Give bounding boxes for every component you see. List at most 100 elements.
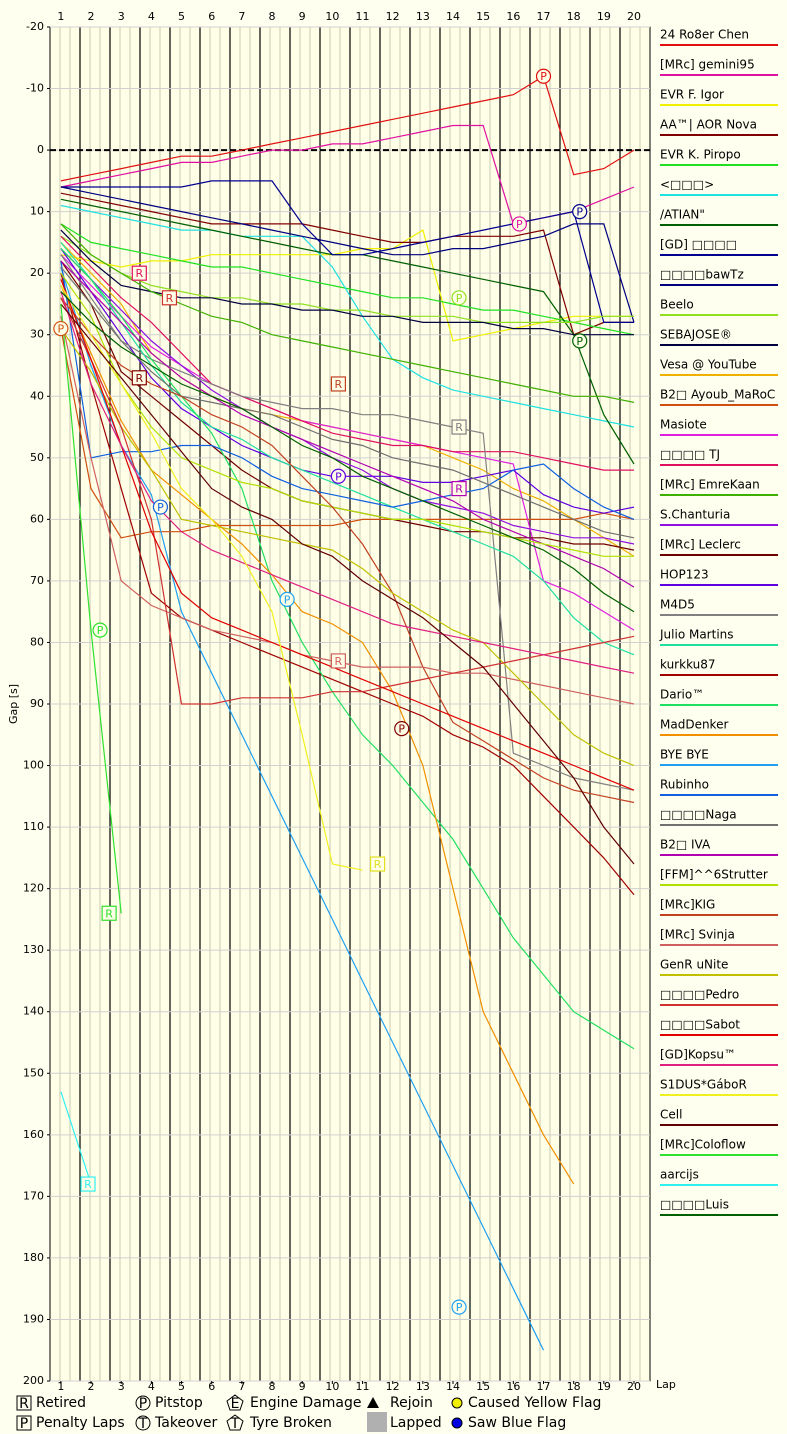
marker-label: R (455, 483, 463, 496)
y-tick-label: 200 (23, 1374, 44, 1387)
x-tick-label: 6 (208, 1380, 215, 1393)
x-tick-label: 20 (627, 1380, 641, 1393)
marker-label: R (135, 267, 143, 280)
y-tick-label: 0 (37, 143, 44, 156)
x-tick-label: 10 (325, 1380, 339, 1393)
marker (451, 1299, 467, 1315)
marker-label: R (455, 421, 463, 434)
y-tick-label: 190 (23, 1312, 44, 1325)
x-axis-label: Lap (656, 1378, 676, 1391)
legend-label: [GD]Kopsu™ (660, 1048, 736, 1062)
marker (101, 905, 117, 921)
legend-label: [MRc]Coloflow (660, 1138, 746, 1152)
marker-label: P (576, 335, 583, 348)
marker (131, 265, 147, 281)
marker (279, 591, 295, 607)
icon (135, 1395, 151, 1411)
marker-label: P (576, 206, 583, 219)
y-tick-label: 170 (23, 1189, 44, 1202)
marker (161, 290, 178, 306)
marker (131, 370, 147, 386)
symbol-legend: R Retired P Pitstop E Engine Damage Rejo… (16, 1394, 601, 1432)
legend-label: Rubinho (660, 778, 709, 792)
icon (226, 1414, 244, 1431)
icon (226, 1394, 244, 1411)
legend-label: Pitstop (155, 1395, 203, 1411)
legend-label: EVR K. Piropo (660, 148, 741, 162)
y-tick-label: 110 (23, 820, 44, 833)
marker (394, 721, 410, 737)
y-tick-label: 90 (30, 697, 44, 710)
marker (80, 1176, 96, 1192)
x-tick-label: 8 (269, 10, 276, 23)
series-line (60, 285, 363, 871)
legend-label: AA™| AOR Nova (660, 118, 757, 132)
legend-label: □□□□Pedro (660, 988, 739, 1002)
y-tick-label: 80 (30, 635, 44, 648)
marker (370, 856, 386, 872)
legend-label: [MRc] gemini95 (660, 58, 755, 72)
series-line (60, 316, 635, 705)
x-tick-label: 3 (118, 10, 125, 23)
series-line (60, 266, 635, 539)
series-line (60, 303, 122, 914)
legend-label: [GD] □□□□ (660, 238, 737, 252)
marker (451, 419, 467, 435)
marker-label: P (540, 70, 547, 83)
legend-label: □□□□ TJ (660, 448, 720, 462)
y-tick-label: 10 (30, 205, 44, 218)
marker (511, 216, 527, 232)
x-tick-label: 1 (57, 1380, 64, 1393)
series-line (60, 229, 634, 342)
legend-label: □□□□bawTz (660, 268, 744, 282)
icon-letter: T (230, 1416, 240, 1432)
marker-label: P (516, 218, 523, 231)
marker-label: R (335, 378, 343, 391)
legend-label: Saw Blue Flag (468, 1415, 566, 1431)
series-line (60, 266, 545, 1351)
legend-label: GenR uNite (660, 958, 728, 972)
x-tick-label: 9 (299, 10, 306, 23)
icon-letter: R (19, 1396, 29, 1412)
marker (152, 499, 169, 515)
x-tick-label: 17 (537, 1380, 551, 1393)
y-tick-label: 30 (30, 328, 44, 341)
marker (535, 68, 552, 84)
legend-label: □□□□Naga (660, 808, 737, 822)
marker (330, 468, 346, 484)
x-tick-label: 11 (356, 10, 370, 23)
x-tick-label: 7 (238, 1380, 245, 1393)
legend-label: S.Chanturia (660, 508, 730, 522)
y-tick-label: 100 (23, 759, 44, 772)
legend-label: Dario™ (660, 688, 704, 702)
legend-label: EVR F. Igor (660, 88, 724, 102)
marker-label: P (157, 501, 164, 514)
series-line (60, 204, 635, 428)
x-tick-label: 9 (299, 1380, 306, 1393)
marker-label: P (456, 1301, 463, 1314)
legend-label: 24 Ro8er Chen (660, 28, 749, 42)
x-tick-label: 6 (208, 10, 215, 23)
x-tick-label: 18 (567, 1380, 581, 1393)
series-line (60, 248, 635, 514)
series-line (60, 328, 635, 539)
marker-label: P (398, 723, 405, 736)
x-tick-label: 13 (416, 1380, 430, 1393)
marker-label: R (84, 1178, 92, 1191)
legend-label: HOP123 (660, 568, 709, 582)
legend-label: Beelo (660, 298, 694, 312)
icon (16, 1415, 32, 1431)
series-line (60, 254, 635, 631)
y-tick-label: 70 (30, 574, 44, 587)
marker (330, 653, 346, 669)
legend-label: kurkku87 (660, 658, 716, 672)
legend-label: B2□ Ayoub_MaRoC (660, 388, 775, 402)
y-tick-label: 20 (30, 266, 44, 279)
icon (135, 1415, 151, 1431)
y-tick-label: 160 (23, 1128, 44, 1141)
legend-label: Julio Martins (659, 628, 734, 642)
legend-label: Cell (660, 1108, 682, 1122)
marker-label: P (97, 624, 104, 637)
series-line (60, 297, 635, 705)
x-tick-label: 2 (88, 1380, 95, 1393)
